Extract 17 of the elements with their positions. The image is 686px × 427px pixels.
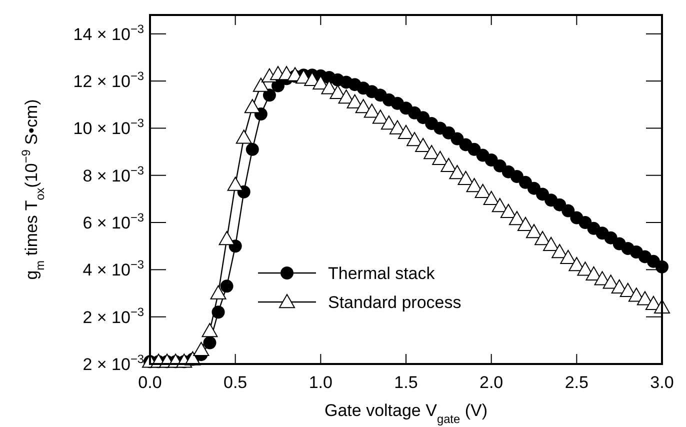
legend-label: Thermal stack [328,264,436,283]
x-tick-label: 2.5 [564,373,588,392]
x-tick-label: 0.5 [224,373,248,392]
legend-label: Standard process [328,293,462,312]
y-tick-label: 10 × 10$^{−3}$ [73,116,144,138]
y-tick-label: 12 × 10$^{−3}$ [73,69,144,92]
y-tick-label: 8 × 10$^{−3}$ [82,163,144,186]
x-axis-title: Gate voltage V$_{gate}$ (V) [324,401,488,426]
x-tick-label: 1.0 [308,373,332,392]
y-tick-label: 4 × 10$^{−3}$ [82,258,144,280]
x-tick-label: 1.5 [394,373,418,392]
x-tick-label: 3.0 [650,373,674,392]
y-tick-label: 14 × 10$^{−3}$ [73,22,144,44]
x-tick-label: 2.0 [480,373,504,392]
x-tick-label: 0.0 [138,373,162,392]
y-tick-label: 2 × 10$^{−3}$ [82,304,144,327]
y-tick-label: 6 × 10$^{−3}$ [82,210,144,233]
